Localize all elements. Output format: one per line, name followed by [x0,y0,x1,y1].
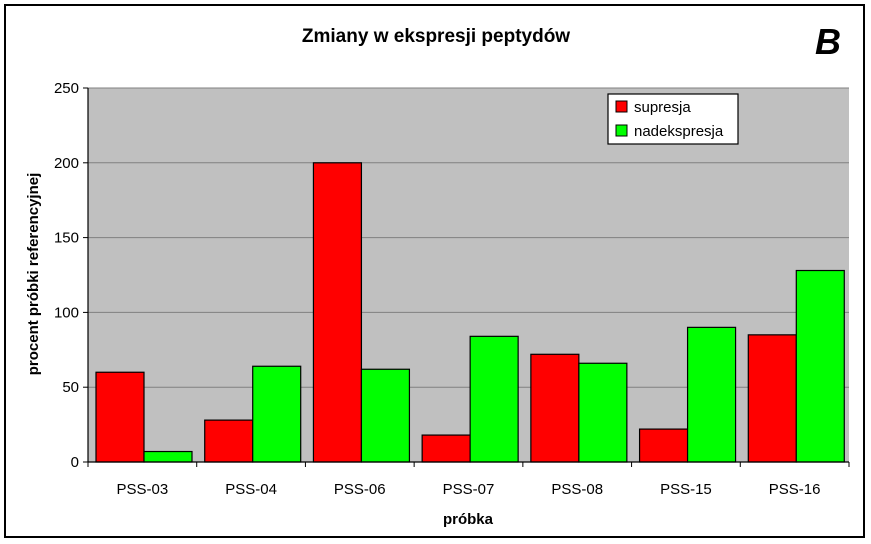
panel-letter: B [815,21,841,62]
x-tick-label: PSS-07 [443,481,495,498]
bar-nadekspresja-pss-15 [686,326,737,463]
x-axis-label: próbka [443,511,494,528]
y-tick-label: 100 [54,304,79,321]
bar-nadekspresja-pss-03 [143,450,193,463]
x-tick-label: PSS-16 [769,481,821,498]
bar-supresja-pss-16 [747,334,797,463]
bar-nadekspresja-pss-08 [578,362,628,463]
y-tick-label: 200 [54,155,79,172]
bar-supresja-pss-15 [638,428,689,463]
x-tick-label: PSS-03 [117,481,169,498]
bar-nadekspresja-pss-07 [469,335,519,463]
chart-title: Zmiany w ekspresji peptydów [302,26,570,47]
legend: supresja nadekspresja [607,93,739,145]
bar-supresja-pss-04 [204,419,254,463]
bar-nadekspresja-pss-06 [360,368,411,463]
bar-nadekspresja-pss-16 [795,269,845,463]
legend-swatch-nadekspresja [615,124,628,137]
legend-swatch-supresja [615,100,628,113]
y-tick-label: 150 [54,230,79,247]
legend-label-supresja: supresja [634,99,691,116]
y-tick-label: 250 [54,80,79,97]
bar-nadekspresja-pss-04 [252,365,302,463]
y-axis-label: procent próbki referencyjnej [25,173,42,376]
bar-supresja-pss-08 [530,353,580,463]
x-tick-label: PSS-04 [225,481,277,498]
x-tick-label: PSS-08 [551,481,603,498]
bar-supresja-pss-07 [421,434,471,463]
bar-supresja-pss-03 [95,371,145,463]
y-tick-label: 0 [71,454,79,471]
legend-label-nadekspresja: nadekspresja [634,123,724,140]
legend-box [607,93,739,145]
bar-supresja-pss-06 [312,162,363,463]
x-tick-label: PSS-15 [660,481,712,498]
y-tick-label: 50 [62,379,79,396]
x-tick-label: PSS-06 [334,481,386,498]
plot-area: 0 50 100 150 200 250 PSS-03 PSS-04 PSS-06 PSS-07 P… [54,80,850,498]
